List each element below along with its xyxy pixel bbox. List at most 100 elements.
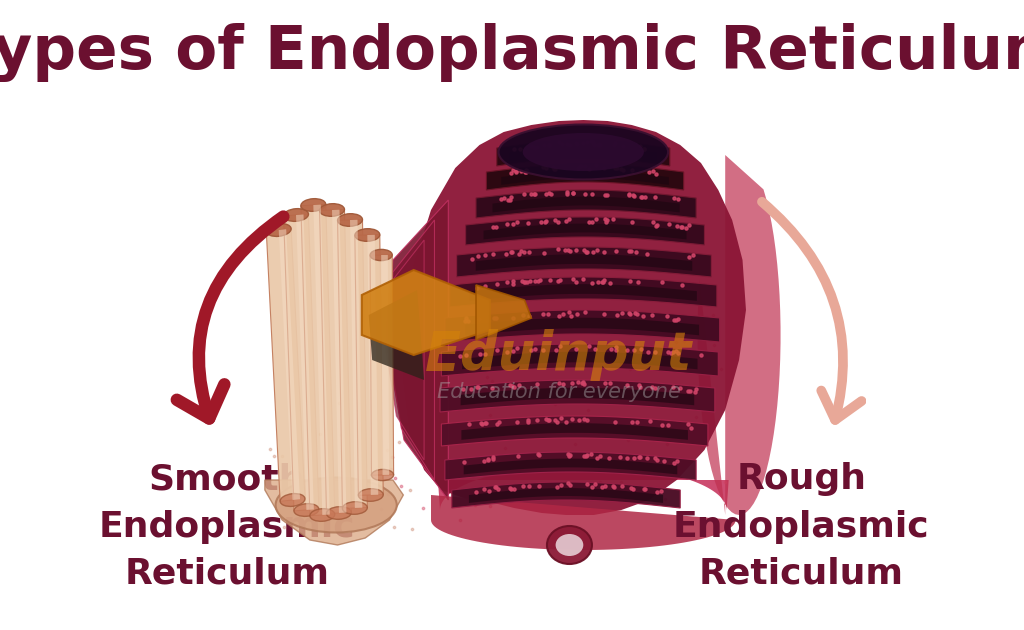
Ellipse shape: [499, 125, 668, 180]
Point: [597, 378, 613, 388]
Point: [506, 352, 522, 362]
Point: [530, 353, 547, 364]
Point: [672, 382, 688, 392]
Point: [387, 278, 403, 288]
Point: [462, 288, 478, 298]
Point: [622, 309, 638, 319]
Point: [594, 277, 610, 287]
Ellipse shape: [319, 203, 344, 216]
Point: [383, 452, 399, 462]
Point: [530, 449, 547, 459]
Point: [541, 415, 557, 425]
Point: [409, 337, 425, 347]
Polygon shape: [387, 200, 449, 500]
Point: [658, 439, 675, 449]
Point: [484, 452, 501, 462]
Point: [266, 451, 283, 461]
Point: [331, 398, 347, 408]
Point: [548, 345, 564, 355]
Point: [585, 248, 601, 258]
Point: [558, 416, 574, 427]
Point: [547, 415, 563, 425]
Point: [502, 195, 518, 205]
Point: [618, 380, 635, 390]
Point: [596, 248, 612, 258]
Polygon shape: [440, 380, 715, 412]
Ellipse shape: [370, 249, 392, 261]
Polygon shape: [438, 465, 729, 510]
Point: [564, 414, 581, 424]
Point: [579, 137, 595, 147]
Point: [713, 364, 729, 374]
Point: [592, 450, 608, 461]
Polygon shape: [697, 155, 780, 515]
Point: [656, 455, 673, 466]
Polygon shape: [386, 240, 424, 460]
Polygon shape: [476, 285, 531, 340]
Point: [520, 415, 537, 425]
Point: [505, 165, 521, 175]
Point: [559, 449, 575, 459]
Point: [646, 192, 663, 202]
Point: [528, 142, 545, 152]
Point: [588, 214, 604, 224]
Point: [459, 493, 475, 503]
Point: [583, 387, 599, 397]
Point: [527, 277, 544, 287]
Point: [630, 309, 646, 319]
Polygon shape: [441, 416, 708, 446]
Ellipse shape: [301, 198, 326, 211]
Point: [678, 262, 694, 272]
Point: [403, 278, 420, 289]
Ellipse shape: [342, 501, 368, 514]
Point: [488, 279, 505, 289]
Point: [505, 312, 521, 323]
Point: [680, 390, 696, 400]
Point: [625, 417, 641, 427]
Point: [577, 244, 593, 255]
Point: [551, 137, 567, 147]
Point: [676, 336, 692, 346]
Point: [660, 219, 677, 229]
Point: [507, 167, 523, 177]
Polygon shape: [476, 190, 696, 218]
Point: [665, 382, 681, 392]
Point: [541, 140, 557, 150]
Polygon shape: [266, 229, 305, 501]
Point: [560, 478, 577, 488]
Point: [526, 343, 543, 353]
Polygon shape: [284, 214, 318, 511]
Ellipse shape: [556, 534, 584, 556]
Point: [507, 343, 523, 353]
Point: [487, 482, 504, 492]
Point: [647, 220, 664, 231]
Ellipse shape: [355, 229, 380, 241]
Point: [614, 489, 631, 499]
Point: [467, 500, 483, 510]
Polygon shape: [469, 488, 664, 503]
Polygon shape: [301, 204, 335, 516]
Point: [538, 163, 554, 173]
Point: [688, 412, 705, 422]
Point: [606, 163, 623, 173]
Point: [605, 482, 622, 492]
Point: [521, 247, 538, 257]
Point: [666, 457, 682, 467]
Point: [634, 192, 650, 202]
Point: [516, 277, 532, 287]
Point: [557, 492, 573, 502]
FancyArrowPatch shape: [762, 202, 861, 420]
Point: [503, 484, 519, 495]
Point: [401, 485, 418, 495]
Point: [453, 515, 469, 525]
Point: [504, 247, 520, 257]
Point: [622, 364, 638, 374]
Point: [509, 217, 525, 227]
Polygon shape: [441, 344, 718, 376]
Point: [458, 313, 474, 323]
Polygon shape: [486, 164, 684, 190]
Polygon shape: [510, 146, 656, 161]
Ellipse shape: [338, 214, 362, 226]
Point: [522, 189, 539, 199]
Point: [387, 473, 403, 483]
